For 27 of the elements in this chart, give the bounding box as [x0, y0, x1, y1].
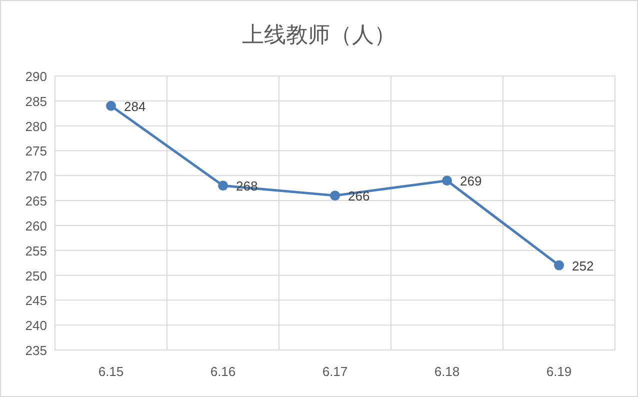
- y-tick-label: 265: [25, 194, 47, 209]
- x-tick-label: 6.15: [98, 364, 124, 379]
- y-tick-label: 270: [25, 168, 47, 184]
- point: [218, 180, 228, 191]
- y-tick-label: 255: [25, 243, 47, 258]
- point: [330, 190, 340, 201]
- data-label: 284: [124, 98, 146, 114]
- y-tick-label: 260: [25, 218, 47, 234]
- data-label: 266: [348, 188, 370, 204]
- point: [106, 100, 116, 111]
- data-label: 269: [460, 174, 482, 189]
- y-tick-label: 290: [25, 69, 47, 84]
- data-label: 252: [572, 258, 594, 274]
- y-tick-label: 280: [25, 118, 47, 134]
- y-tick-label: 285: [25, 94, 47, 109]
- y-tick-label: 235: [25, 343, 47, 358]
- x-tick-label: 6.19: [546, 364, 572, 379]
- x-tick-label: 6.16: [210, 364, 236, 379]
- y-tick-label: 250: [25, 268, 47, 284]
- y-tick-label: 240: [25, 318, 47, 334]
- y-tick-label: 245: [25, 293, 47, 308]
- point: [554, 260, 564, 270]
- point: [442, 176, 452, 186]
- y-tick-label: 275: [25, 144, 47, 159]
- x-tick-label: 6.18: [434, 364, 460, 379]
- x-tick-label: 6.17: [322, 364, 348, 379]
- chart-title: 上线教师（人）: [242, 22, 396, 47]
